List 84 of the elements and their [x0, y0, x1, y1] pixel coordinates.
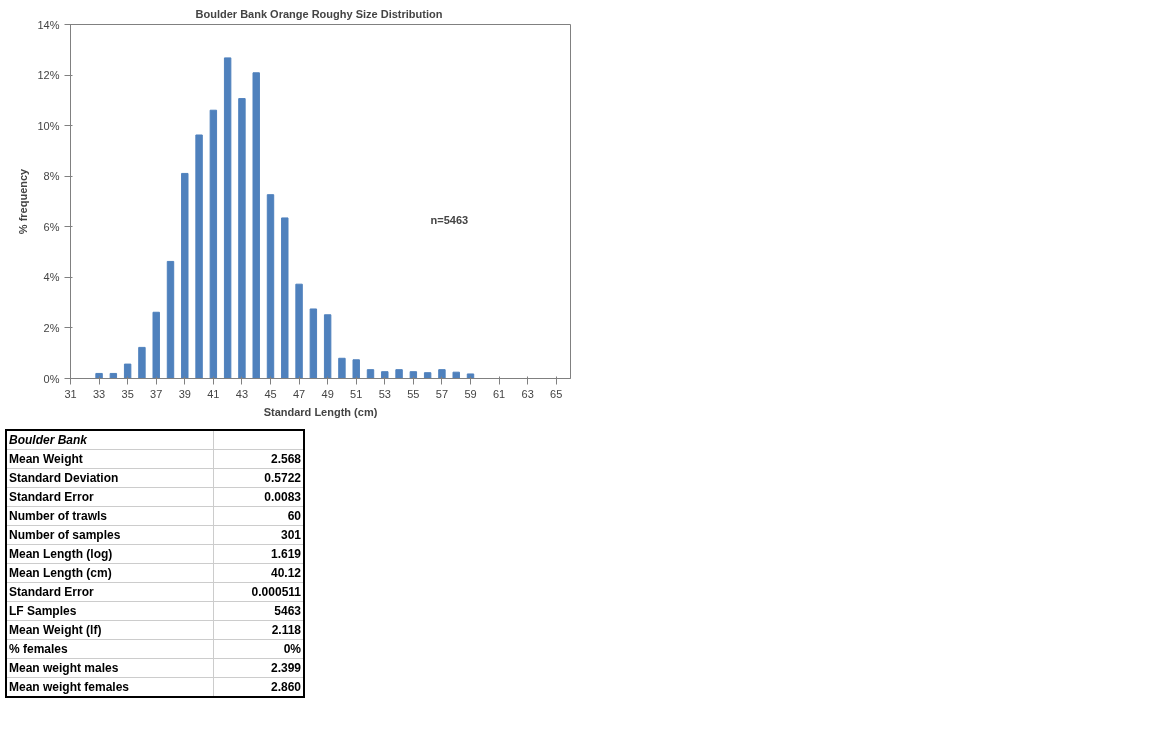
text: Standard Error	[6, 487, 214, 507]
text: Mean weight males	[6, 658, 214, 678]
text: Mean Length (log)	[6, 544, 214, 564]
x-tick-label: 31	[64, 387, 77, 400]
annotation: n=5463	[430, 214, 469, 227]
text: Mean Weight	[6, 449, 214, 469]
text: 0.5722	[213, 468, 304, 488]
x-tick-label: 57	[435, 387, 449, 400]
text: 301	[213, 525, 304, 545]
x-tick-label: 45	[264, 387, 277, 400]
text: 1.619	[213, 544, 304, 564]
bar	[438, 369, 446, 379]
bar	[109, 372, 118, 379]
text: Mean Length (cm)	[6, 563, 214, 583]
text: 60	[213, 506, 304, 526]
bar	[381, 371, 389, 379]
bar	[281, 217, 289, 379]
bar	[223, 57, 232, 379]
bar	[152, 311, 160, 379]
bar	[466, 373, 475, 379]
y-tick-label: 12%	[37, 69, 60, 82]
text: 0.0083	[213, 487, 304, 507]
text: Number of trawls	[6, 506, 214, 526]
x-tick-label: 59	[464, 387, 477, 400]
bar	[195, 134, 203, 379]
bar	[138, 346, 146, 379]
text: Number of samples	[6, 525, 214, 545]
x-tick-label: 63	[521, 387, 534, 400]
x-tick-label: 37	[150, 387, 163, 400]
bar	[323, 314, 332, 379]
y-tick-label: 4%	[43, 271, 60, 284]
x-tick-label: 51	[350, 387, 363, 400]
bar	[338, 357, 346, 379]
y-tick-label: 6%	[43, 220, 60, 233]
bar	[252, 72, 260, 379]
bar	[295, 283, 303, 379]
bar	[452, 371, 460, 379]
x-tick-label: 33	[92, 387, 106, 400]
bar	[423, 372, 432, 379]
x-tick-label: 47	[292, 387, 306, 400]
bar	[309, 308, 318, 379]
text: 2.568	[213, 449, 304, 469]
y-tick-label: 10%	[37, 119, 60, 132]
y-tick-label: 14%	[37, 18, 60, 31]
bar	[95, 372, 103, 379]
text: 40.12	[213, 563, 304, 583]
y-tick-label: 2%	[43, 321, 60, 334]
x-axis-title: Standard Length (cm)	[263, 405, 378, 418]
text: 5463	[213, 601, 304, 621]
text: % females	[6, 639, 214, 659]
bar	[395, 369, 403, 379]
bar	[238, 98, 246, 379]
x-tick-label: 43	[235, 387, 249, 400]
text: 0%	[213, 639, 304, 659]
x-tick-label: 49	[321, 387, 334, 400]
bar	[123, 363, 132, 379]
x-tick-label: 53	[378, 387, 391, 400]
text: 2.399	[213, 658, 304, 678]
bar	[409, 371, 418, 379]
text: Mean Weight (lf)	[6, 620, 214, 640]
text: 0.000511	[213, 582, 304, 602]
bar	[366, 369, 375, 379]
chart-title: Boulder Bank Orange Roughy Size Distribution	[195, 7, 443, 20]
text: Boulder Bank	[6, 430, 214, 450]
x-tick-label: 35	[121, 387, 134, 400]
text: Standard Deviation	[6, 468, 214, 488]
y-axis-title: % frequency	[17, 167, 30, 235]
y-tick-label: 0%	[43, 372, 60, 385]
text: 2.860	[213, 677, 304, 697]
y-tick-label: 8%	[43, 170, 60, 183]
x-tick-label: 55	[407, 387, 420, 400]
text: Standard Error	[6, 582, 214, 602]
text: 2.118	[213, 620, 304, 640]
x-tick-label: 41	[207, 387, 220, 400]
bar	[166, 260, 175, 379]
x-tick-label: 61	[492, 387, 506, 400]
x-tick-label: 65	[550, 387, 563, 400]
bar	[266, 194, 275, 379]
bar	[209, 109, 218, 379]
x-tick-label: 39	[178, 387, 191, 400]
text: LF Samples	[6, 601, 214, 621]
bar	[181, 172, 189, 379]
text: Mean weight females	[6, 677, 214, 697]
bar	[352, 359, 360, 379]
